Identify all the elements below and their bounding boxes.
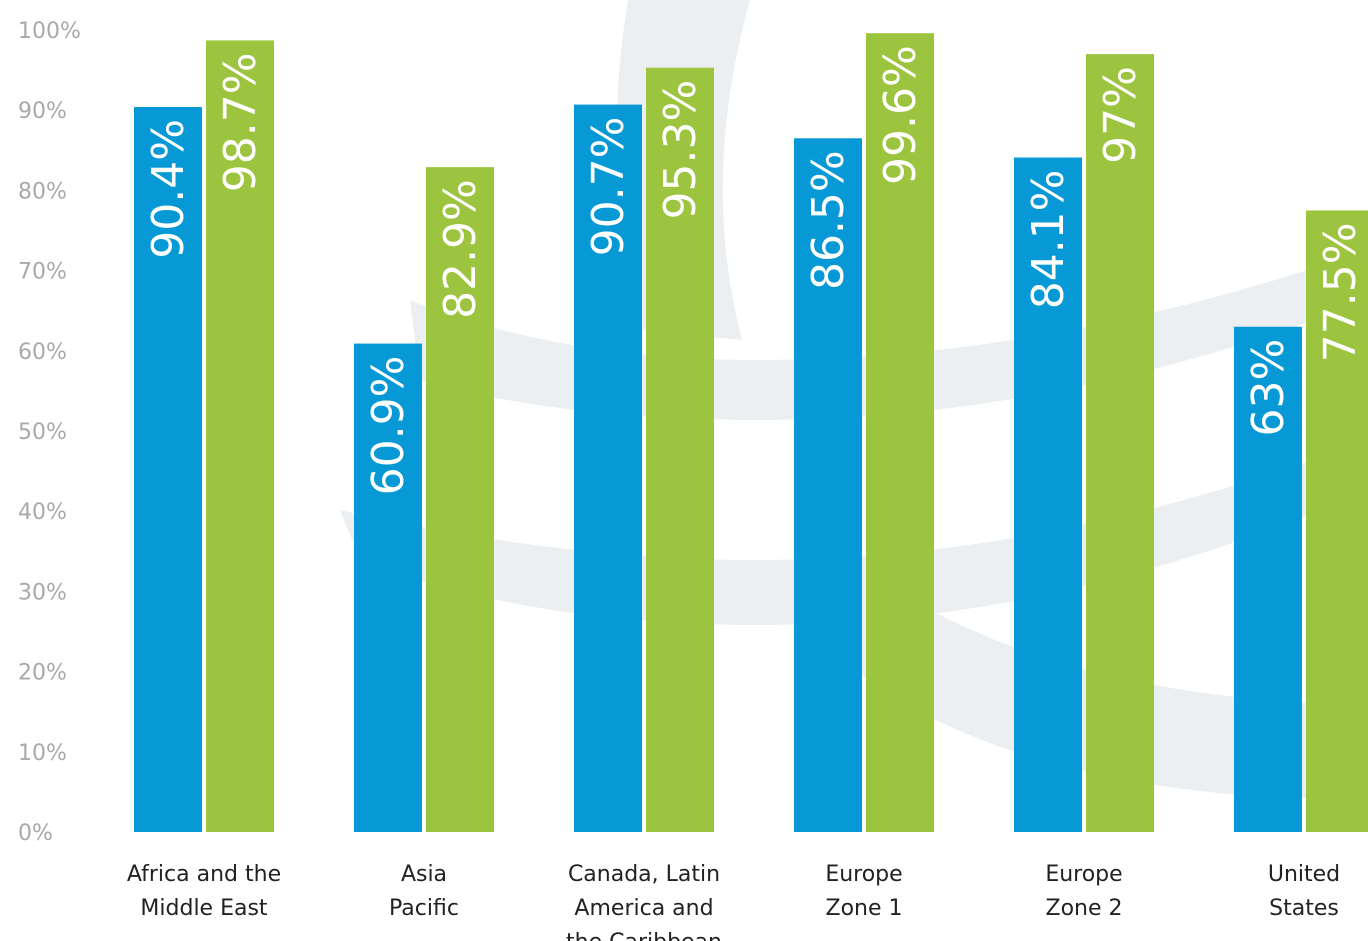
data-label: 82.9% — [435, 179, 486, 319]
bar — [1014, 157, 1082, 832]
bar — [206, 40, 274, 832]
x-tick-label: Asia Pacific — [389, 862, 459, 921]
bar — [1234, 326, 1302, 832]
bar — [574, 104, 642, 832]
data-label: 90.7% — [583, 117, 634, 257]
data-label: 98.7% — [215, 52, 266, 192]
x-tick-label: Europe Zone 2 — [1045, 862, 1122, 921]
data-label: 86.5% — [803, 150, 854, 290]
x-tick-label: Africa and the Middle East — [127, 862, 281, 921]
y-tick-label: 0% — [18, 821, 53, 846]
y-tick-label: 50% — [18, 420, 67, 445]
y-tick-label: 20% — [18, 661, 67, 686]
bar-series: 90.4% 98.7% 60.9% 82.9% 90.7% 95.3% 86.5% 99.6%… — [134, 33, 1368, 833]
y-tick-label: 70% — [18, 260, 67, 285]
x-tick-label: United States — [1268, 862, 1340, 921]
bar — [1086, 54, 1154, 833]
y-tick-label: 30% — [18, 580, 67, 605]
x-tick-label: Europe Zone 1 — [825, 862, 902, 921]
y-tick-label: 100% — [18, 19, 81, 44]
bar — [1306, 210, 1368, 832]
y-axis: 0% 10% 20% 30% 40% 50% 60% 70% 80% 90% 100% — [18, 19, 81, 846]
data-label: 95.3% — [655, 80, 706, 220]
y-tick-label: 60% — [18, 340, 67, 365]
y-tick-label: 90% — [18, 99, 67, 124]
bar — [134, 106, 202, 832]
y-tick-label: 40% — [18, 500, 67, 525]
bar — [794, 138, 862, 832]
data-label: 60.9% — [363, 356, 414, 496]
bar — [426, 167, 494, 833]
data-label: 63% — [1243, 339, 1294, 437]
bar — [866, 33, 934, 832]
y-tick-label: 10% — [18, 741, 67, 766]
data-label: 90.4% — [143, 119, 194, 259]
data-label: 97% — [1095, 66, 1146, 164]
y-tick-label: 80% — [18, 179, 67, 204]
data-label: 84.1% — [1023, 170, 1074, 310]
data-label: 77.5% — [1315, 222, 1366, 362]
bar — [354, 343, 422, 832]
bar — [646, 67, 714, 833]
x-axis: Africa and the Middle East Asia Pacific Cana… — [127, 862, 1340, 941]
data-label: 99.6% — [875, 45, 926, 185]
